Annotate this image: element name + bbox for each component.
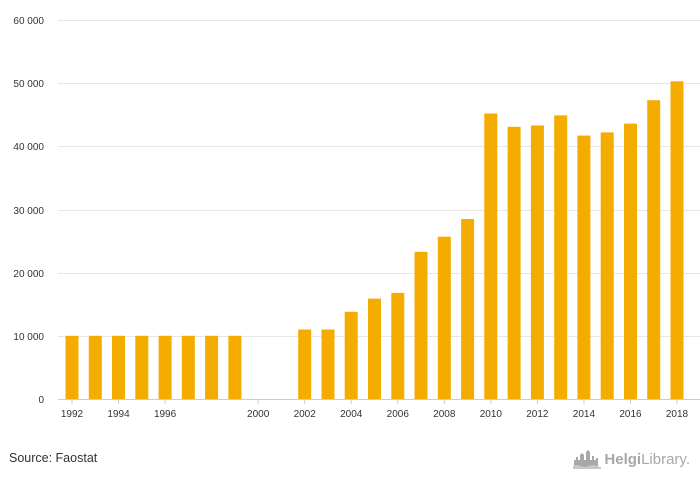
bar <box>181 335 195 399</box>
bar <box>298 329 312 399</box>
bar <box>414 251 428 399</box>
y-tick-label: 30 000 <box>13 206 44 217</box>
x-tick-label: 1994 <box>107 409 130 420</box>
brand-name: HelgiLibrary. <box>604 451 690 468</box>
bar-chart: 0 10 000 20 000 30 000 40 000 50 000 60 000 19… <box>13 16 700 420</box>
bar <box>647 100 661 399</box>
bar <box>484 113 498 399</box>
bar <box>228 335 242 399</box>
bar <box>88 335 102 399</box>
y-tick-label: 0 <box>38 395 44 406</box>
y-tick-label: 50 000 <box>13 79 44 90</box>
y-tick-label: 20 000 <box>13 269 44 280</box>
bar <box>368 298 381 399</box>
grid-lines <box>58 20 700 337</box>
bar <box>112 335 125 399</box>
x-tick-label: 2018 <box>666 409 689 420</box>
x-tick-label: 2016 <box>619 409 642 420</box>
y-tick-label: 10 000 <box>13 332 44 343</box>
bar <box>437 236 451 399</box>
x-tick-label: 2010 <box>480 409 503 420</box>
bar <box>135 335 149 399</box>
bar <box>530 125 544 399</box>
x-tick-label: 2008 <box>433 409 456 420</box>
brand-prefix: Helgi <box>604 450 642 468</box>
x-tick-label: 2002 <box>294 409 317 420</box>
bar <box>577 135 591 399</box>
bar <box>624 123 637 399</box>
bar <box>158 335 172 399</box>
brand-suffix: Library <box>641 450 686 468</box>
x-axis-ticks: 1992 1994 1996 2000 2002 2004 2006 2008 2010 2012… <box>61 399 689 420</box>
bar <box>507 126 521 400</box>
helgilibrary-logo: HelgiLibrary. <box>573 447 690 471</box>
x-tick-label: 2000 <box>247 409 270 420</box>
x-tick-label: 2014 <box>573 409 596 420</box>
brand-dot: . <box>685 450 690 468</box>
x-tick-label: 1992 <box>61 409 84 420</box>
x-tick-label: 2012 <box>526 409 549 420</box>
bar <box>461 219 475 399</box>
x-tick-label: 1996 <box>154 409 177 420</box>
bar <box>65 335 79 399</box>
x-tick-label: 2006 <box>387 409 410 420</box>
bar <box>321 329 335 399</box>
y-axis-ticks: 0 10 000 20 000 30 000 40 000 50 000 60 000 <box>13 16 44 406</box>
x-tick-label: 2004 <box>340 409 363 420</box>
skyline-icon <box>573 450 602 469</box>
bars <box>65 81 684 400</box>
bar <box>391 292 405 399</box>
source-note: Source: Faostat <box>9 451 98 465</box>
bar <box>670 81 684 400</box>
bar <box>205 335 219 399</box>
bar <box>600 132 614 399</box>
bar <box>554 115 568 400</box>
y-tick-label: 40 000 <box>13 142 44 153</box>
bar <box>344 311 358 399</box>
y-tick-label: 60 000 <box>13 16 44 27</box>
